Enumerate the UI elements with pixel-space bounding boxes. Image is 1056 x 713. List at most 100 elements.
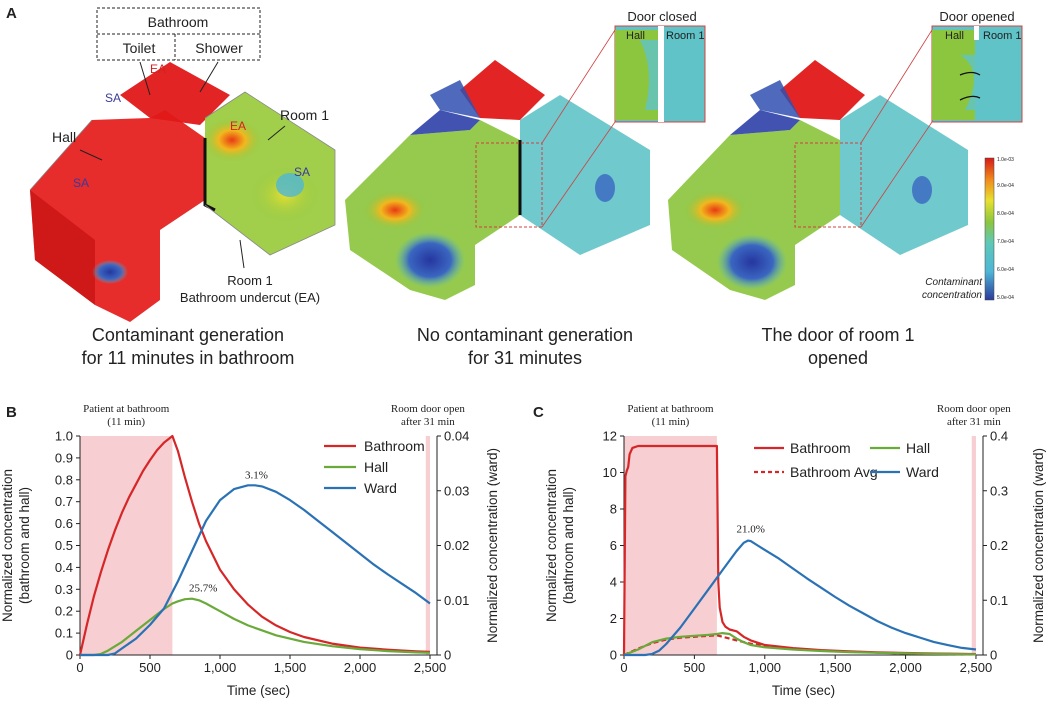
c-shade-label-0-1: (11 min)	[652, 416, 690, 428]
inset-opened-flow-arrow-1	[959, 71, 981, 76]
hall-top-blue-3	[730, 110, 800, 135]
b-ytick-left-label-5: 0.5	[55, 538, 73, 553]
c-ytick-left-label-4: 8	[610, 502, 617, 517]
b-xlabel: Time (sec)	[227, 683, 290, 698]
colorbar-tick-1: 9.0e-04	[997, 183, 1014, 189]
inset-opened-room-label: Room 1	[983, 30, 1022, 42]
c-series-ward	[624, 539, 977, 657]
inset-opened-hall-label: Hall	[945, 30, 964, 42]
b-series-hall	[80, 597, 431, 657]
c-ytick-right-label-3: 0.3	[990, 483, 1008, 498]
label-toilet: Toilet	[123, 40, 156, 56]
caption-1-line-2: for 11 minutes in bathroom	[82, 348, 295, 368]
inset-closed-hall-label: Hall	[626, 30, 645, 42]
b-ytick-left-label-1: 0.1	[55, 626, 73, 641]
hall-warm-2	[363, 190, 427, 230]
c-xtick-label-1: 500	[684, 660, 706, 675]
hall-top-blue-2	[410, 110, 480, 135]
room1-sa-spot-3	[912, 176, 932, 204]
c-ytick-right-label-0: 0	[990, 648, 997, 663]
b-xtick-label-1: 500	[139, 660, 161, 675]
c-legend-label-3: Ward	[906, 464, 939, 480]
zoom-line-3b	[860, 121, 933, 228]
b-xtick-label-3: 1,500	[274, 660, 307, 675]
c-ylabel-left-2: (bathroom and hall)	[561, 487, 576, 604]
b-xtick-label-0: 0	[76, 660, 83, 675]
bathroom-volume-2	[460, 60, 545, 120]
c-ytick-right-label-1: 0.1	[990, 593, 1008, 608]
b-ytick-left-label-7: 0.7	[55, 494, 73, 509]
b-annotation-1: 3.1%	[245, 470, 268, 482]
zoom-line-3a	[860, 29, 933, 144]
c-shade-label-1-0: Room door open	[937, 403, 1011, 415]
hall-blue-spot	[92, 260, 128, 284]
room1-volume-2	[520, 95, 650, 255]
panel-c-label: C	[533, 404, 544, 421]
b-legend-label-1: Hall	[364, 459, 388, 475]
c-shade-0	[624, 436, 717, 655]
c-shade-1	[971, 436, 976, 655]
b-shade-label-0-1: (11 min)	[107, 416, 145, 428]
room1-warm-spot	[202, 118, 262, 162]
label-sa-1: SA	[105, 91, 121, 105]
b-ytick-right-label-0: 0	[444, 648, 451, 663]
c-shade-label-0-0: Patient at bathroom	[627, 403, 714, 415]
captions: Contaminant generation for 11 minutes in…	[82, 325, 915, 368]
b-ytick-left-label-2: 0.2	[55, 604, 73, 619]
b-annotation-0: 25.7%	[189, 582, 217, 594]
c-ylabel-right: Normalized concentration (ward)	[1031, 448, 1046, 643]
colorbar-tick-0: 1.0e-03	[997, 157, 1014, 163]
b-ytick-right-label-4: 0.04	[444, 429, 469, 444]
c-ytick-left-label-5: 10	[603, 465, 617, 480]
chart-b: Patient at bathroom(11 min) Room door ope…	[0, 403, 500, 698]
b-ylabel-right: Normalized concentration (ward)	[485, 448, 500, 643]
c-xtick-label-4: 2,000	[889, 660, 922, 675]
hall-blue-2	[395, 232, 465, 288]
b-ytick-right-label-3: 0.03	[444, 483, 469, 498]
b-ytick-left-label-3: 0.3	[55, 582, 73, 597]
b-series-bathroom	[78, 434, 431, 656]
zoom-box-3	[794, 142, 862, 228]
b-xtick-label-5: 2,500	[414, 660, 447, 675]
b-xtick-label-2: 1,000	[204, 660, 237, 675]
inset-door-opened: Door opened Hall Room 1	[931, 9, 1023, 123]
model-1: Bathroom Toilet Shower EA SA Hall SA EA …	[29, 7, 336, 322]
c-shade-label-1-1: after 31 min	[947, 416, 1001, 428]
label-ea-2: EA	[230, 119, 246, 133]
room1-cyan-spot	[276, 173, 304, 197]
panel-a: A Bathroom Toilet Shower EA	[6, 5, 1023, 368]
colorbar-gradient	[984, 157, 995, 301]
hall-blue-3	[717, 234, 787, 290]
c-ytick-right-label-2: 0.2	[990, 538, 1008, 553]
inset-closed-swirl	[640, 40, 660, 110]
caption-1-line-1: Contaminant generation	[92, 325, 284, 345]
b-legend-label-2: Ward	[364, 480, 397, 496]
toilet-arrow	[139, 61, 151, 96]
caption-2-line-2: for 31 minutes	[468, 348, 582, 368]
inset-closed-room-label: Room 1	[666, 30, 705, 42]
inset-opened-door	[974, 26, 979, 40]
c-ytick-left-label-2: 4	[610, 575, 617, 590]
b-series-ward	[80, 484, 431, 657]
b-ytick-right-label-2: 0.02	[444, 538, 469, 553]
c-xlabel: Time (sec)	[772, 683, 835, 698]
zoom-line-2a	[541, 29, 616, 144]
chart-c: Patient at bathroom(11 min) Room door ope…	[544, 403, 1046, 698]
b-ytick-left-label-9: 0.9	[55, 450, 73, 465]
panel-a-label: A	[6, 5, 17, 22]
label-hall: Hall	[52, 129, 76, 145]
b-shade-label-0-0: Patient at bathroom	[83, 403, 170, 415]
undercut-arrow	[239, 239, 245, 269]
label-sa-2: SA	[73, 176, 89, 190]
room1-sa-spot-2	[595, 174, 615, 202]
label-ea-1: EA	[150, 62, 166, 76]
c-ylabel-left-1: Normalized concentration	[544, 469, 559, 622]
colorbar: 1.0e-03 9.0e-04 8.0e-04 7.0e-04 6.0e-04 …	[922, 157, 1014, 301]
colorbar-title-1: Contaminant	[925, 277, 983, 288]
label-room1: Room 1	[280, 107, 329, 123]
caption-3-line-2: opened	[808, 348, 868, 368]
inset-closed-door	[658, 26, 664, 122]
model1-edges	[29, 91, 336, 256]
room1-volume-3	[840, 95, 968, 255]
